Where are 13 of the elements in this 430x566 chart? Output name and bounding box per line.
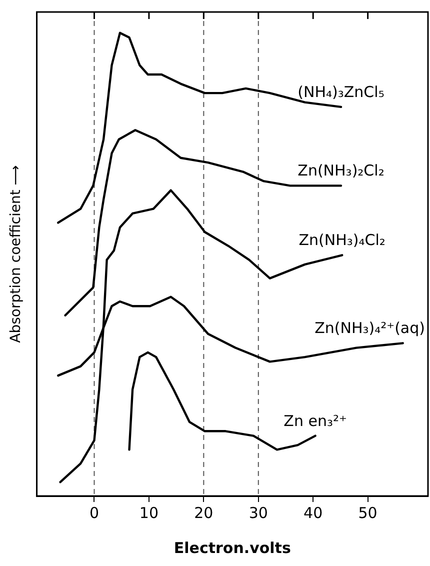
x-tick-label: 20 [194,504,214,522]
x-tick-label: 10 [139,504,159,522]
series-label: Zn en₃²⁺ [284,412,347,430]
series-label: Zn(NH₃)₄²⁺(aq) [314,319,425,338]
series-label: (NH₄)₃ZnCl₅ [298,82,384,101]
y-axis-title: Absorption coefficient ⟶ [8,165,24,343]
series-label: Zn(NH₃)₄Cl₂ [298,231,386,250]
x-axis-title: Electron.volts [174,538,291,557]
x-tick-label: 40 [304,504,323,522]
x-tick-label: 0 [89,504,100,522]
series-label: Zn(NH₃)₂Cl₂ [298,162,384,180]
x-tick-label: 50 [358,504,378,522]
x-tick-label: 30 [248,504,268,522]
